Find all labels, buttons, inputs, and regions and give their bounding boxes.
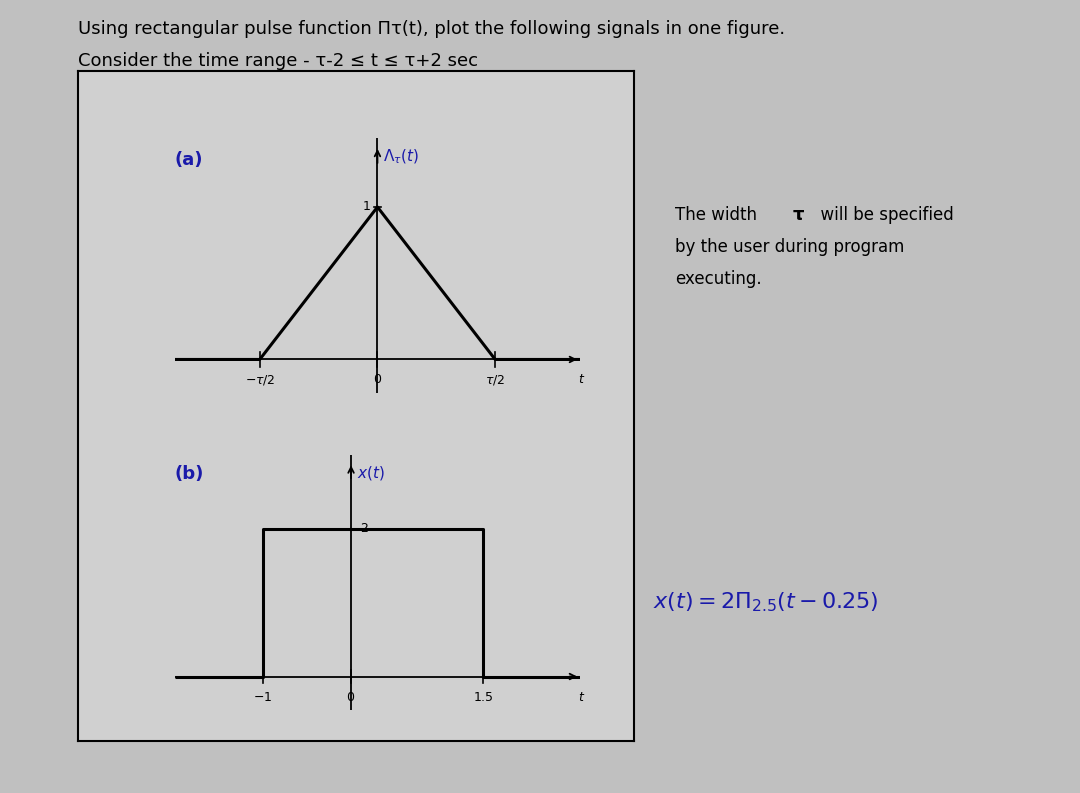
Text: (b): (b) bbox=[175, 465, 204, 484]
Text: $x(t) = 2\Pi_{2.5}(t - 0.25)$: $x(t) = 2\Pi_{2.5}(t - 0.25)$ bbox=[653, 591, 879, 615]
Text: $t$: $t$ bbox=[578, 374, 585, 386]
Text: $\mathbf{\tau}$: $\mathbf{\tau}$ bbox=[792, 206, 805, 224]
Text: executing.: executing. bbox=[675, 270, 761, 288]
Text: 2: 2 bbox=[360, 523, 367, 535]
Text: by the user during program: by the user during program bbox=[675, 238, 904, 256]
Text: $\tau/2$: $\tau/2$ bbox=[485, 374, 505, 387]
Text: $\Lambda_\tau(t)$: $\Lambda_\tau(t)$ bbox=[383, 147, 419, 166]
Text: $t$: $t$ bbox=[578, 691, 585, 703]
Text: (a): (a) bbox=[175, 151, 203, 169]
Text: $x(t)$: $x(t)$ bbox=[357, 464, 386, 482]
Text: The width: The width bbox=[675, 206, 768, 224]
Text: $0$: $0$ bbox=[373, 374, 382, 386]
Text: $-1$: $-1$ bbox=[254, 691, 272, 703]
Text: $1.5$: $1.5$ bbox=[473, 691, 494, 703]
Text: Consider the time range - τ-2 ≤ t ≤ τ+2 sec: Consider the time range - τ-2 ≤ t ≤ τ+2 … bbox=[78, 52, 477, 70]
Text: $0$: $0$ bbox=[347, 691, 355, 703]
Text: Using rectangular pulse function Πτ(t), plot the following signals in one figure: Using rectangular pulse function Πτ(t), … bbox=[78, 20, 785, 38]
Text: will be specified: will be specified bbox=[810, 206, 954, 224]
Text: 1: 1 bbox=[363, 201, 370, 213]
Text: $-\tau/2$: $-\tau/2$ bbox=[244, 374, 275, 387]
